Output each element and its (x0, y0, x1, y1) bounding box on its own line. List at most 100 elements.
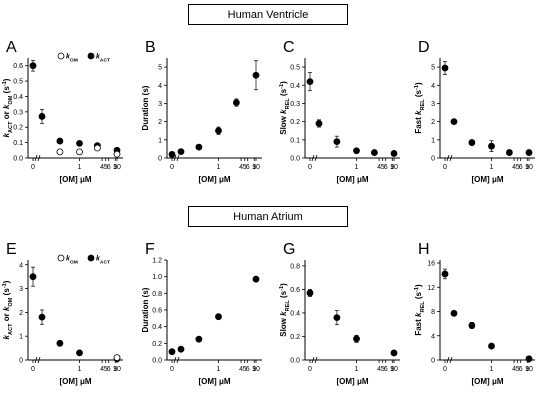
data-point (488, 142, 495, 150)
data-point (168, 150, 176, 158)
y-tick-label: 0.1 (13, 140, 23, 147)
data-point (315, 120, 323, 127)
y-tick-label: 0.4 (290, 83, 300, 90)
y-tick-label: 3 (431, 101, 435, 108)
x-tick-label: 1 (217, 366, 221, 373)
data-point (450, 309, 458, 317)
panel-letter: H (418, 241, 430, 258)
legend-label: kOM (66, 54, 78, 64)
legend-marker (57, 254, 65, 262)
panel-letter: D (418, 39, 430, 56)
y-tick-label: 0.4 (290, 310, 300, 317)
data-point (232, 99, 240, 106)
axis-break (446, 154, 450, 162)
data-point (38, 313, 46, 321)
x-tick-label: 9 (525, 164, 529, 171)
y-tick-label: 0.6 (290, 287, 300, 294)
y-tick-label: 16 (427, 261, 435, 268)
axis-break (173, 154, 177, 162)
data-point (252, 71, 260, 79)
data-point (215, 127, 222, 135)
x-tick-label: 5 (516, 164, 520, 171)
y-tick-label: 4 (431, 83, 435, 90)
x-tick-label: 1 (78, 164, 82, 171)
y-axis-label: kACT or kOM (s-1) (2, 280, 14, 339)
data-point (306, 78, 314, 86)
section-title-ventricle: Human Ventricle (188, 4, 348, 25)
y-tick-label: 0.3 (13, 109, 23, 116)
y-tick-label: 0.0 (290, 358, 300, 365)
y-tick-label: 0.2 (290, 334, 300, 341)
x-tick-label: 0 (443, 164, 447, 171)
x-tick-label: 10 (525, 366, 533, 373)
axis-break (314, 154, 318, 162)
y-tick-label: 12 (427, 285, 435, 292)
panel-letter: G (283, 241, 295, 258)
data-point (76, 349, 83, 357)
x-tick-label: 6 (384, 366, 388, 373)
section-title-atrium: Human Atrium (188, 206, 348, 227)
y-tick-label: 5 (158, 65, 162, 72)
axis-break (449, 356, 453, 364)
x-tick-label: 1 (355, 366, 359, 373)
panel-c: C 0.0 0.1 0.2 0.3 0.4 0.5 0 1 4 5 6 910 [OM] μM Slow k… (279, 39, 400, 184)
legend-marker (87, 254, 95, 262)
x-tick-label: 1 (490, 366, 494, 373)
y-tick-label: 3 (19, 286, 23, 293)
y-tick-label: 2 (158, 119, 162, 126)
data-point (353, 147, 360, 155)
data-point (505, 149, 513, 156)
x-tick-label: 10 (525, 164, 533, 171)
x-tick-label: 5 (104, 164, 108, 171)
panel-letter: E (6, 241, 17, 258)
data-point (441, 270, 449, 278)
y-tick-label: 0 (19, 358, 23, 365)
x-tick-label: 1 (490, 164, 494, 171)
x-tick-label: 6 (246, 366, 250, 373)
x-tick-label: 0 (170, 164, 174, 171)
x-tick-label: 0 (31, 164, 35, 171)
data-point (390, 150, 398, 157)
x-tick-label: 4 (377, 366, 381, 373)
data-point (113, 354, 121, 362)
x-tick-label: 5 (243, 366, 247, 373)
y-tick-label: 5 (431, 65, 435, 72)
y-tick-label: 1.2 (152, 258, 162, 265)
axis-break (173, 356, 177, 364)
data-point (76, 139, 83, 147)
y-tick-label: 0.8 (152, 291, 162, 298)
x-tick-label: 10 (390, 164, 398, 171)
data-point (76, 148, 83, 156)
x-tick-label: 10 (390, 366, 398, 373)
x-axis-label: [OM] μM (472, 175, 504, 184)
y-tick-label: 1.0 (152, 274, 162, 281)
x-tick-label: 1 (217, 164, 221, 171)
panel-f: F 0.0 0.2 0.4 0.6 0.8 1.0 1.2 0 1 4 5 6 910 [OM] μM Dur… (141, 241, 262, 386)
data-point (370, 149, 378, 156)
y-tick-label: 0.0 (13, 156, 23, 163)
y-tick-label: 4 (19, 262, 23, 269)
data-point (252, 275, 260, 283)
x-tick-label: 0 (170, 366, 174, 373)
y-axis-label: Duration (s) (141, 287, 150, 332)
data-point (441, 64, 449, 72)
data-point (56, 148, 64, 156)
data-point (168, 348, 176, 356)
x-tick-label: 6 (107, 164, 111, 171)
y-axis-label: Slow kREL (s-1) (279, 283, 291, 337)
x-tick-label: 6 (384, 164, 388, 171)
panel-letter: C (283, 39, 295, 56)
x-axis-label: [OM] μM (60, 377, 92, 386)
x-tick-label: 9 (113, 164, 117, 171)
x-tick-label: 6 (519, 164, 523, 171)
axis-break (34, 154, 38, 162)
x-tick-label: 9 (113, 366, 117, 373)
data-point (113, 150, 121, 158)
x-tick-label: 9 (390, 366, 394, 373)
y-axis-label: Duration (s) (141, 85, 150, 130)
x-tick-label: 4 (512, 366, 516, 373)
